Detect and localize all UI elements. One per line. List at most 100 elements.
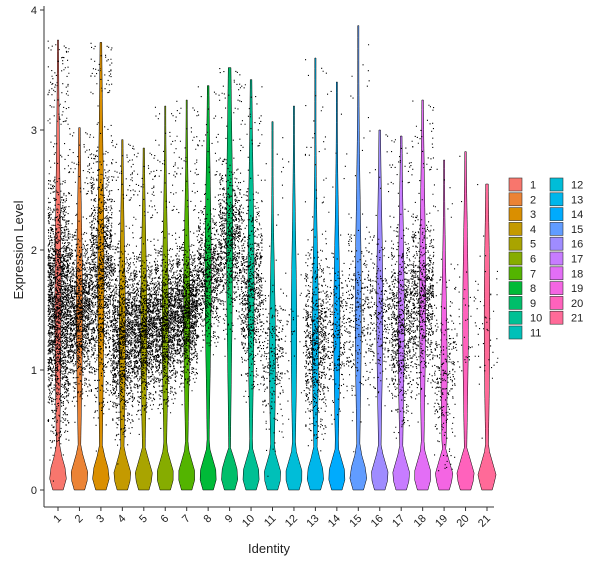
legend-label: 9: [530, 298, 536, 310]
legend-label: 4: [530, 224, 536, 236]
legend-label: 6: [530, 254, 536, 266]
x-tick-label: 21: [476, 513, 493, 530]
violin-shape-13: [306, 57, 324, 491]
violin-21: [476, 183, 499, 491]
legend-label: 1: [530, 180, 536, 192]
violin-10: [240, 79, 263, 491]
jitter-points-17: [390, 139, 413, 439]
legend-label: 2: [530, 194, 536, 206]
jitter-points-3: [90, 42, 113, 452]
x-axis-ticks: 1 2 3 4 5 6 7 8 9 10 11 12 13 14 15 16 17 18 19 20 21: [51, 507, 493, 530]
violin-shape-16: [371, 129, 389, 491]
legend-label: 10: [530, 313, 542, 325]
legend-swatch: [549, 207, 564, 221]
violin-shape-21: [477, 183, 497, 491]
violin-8: [197, 85, 220, 491]
x-tick-label: 10: [240, 513, 257, 530]
violin-5: [133, 147, 156, 491]
legend-label: 5: [530, 239, 536, 251]
x-tick-label: 1: [51, 513, 64, 526]
violin-11: [262, 121, 284, 491]
x-tick-label: 4: [116, 513, 129, 526]
x-tick-label: 12: [283, 513, 300, 530]
legend-swatch: [549, 222, 564, 236]
legend-swatch: [508, 177, 523, 192]
legend-swatch: [508, 192, 523, 207]
legend-label: 19: [571, 283, 583, 295]
legend-label: 8: [530, 283, 536, 295]
legend-label: 13: [571, 194, 583, 206]
violin-1: [47, 39, 70, 491]
violin-16: [369, 129, 392, 491]
legend-label: 17: [571, 254, 583, 266]
legend-swatch: [549, 266, 564, 281]
violin-shape-15: [349, 25, 367, 491]
legend-label: 12: [571, 180, 583, 192]
violin-shape-12: [285, 105, 303, 491]
legend-label: 7: [530, 268, 536, 280]
y-tick-label: 4: [31, 5, 37, 17]
violin-9: [219, 67, 242, 491]
legend-label: 15: [571, 224, 583, 236]
jitter-points-2: [69, 128, 91, 423]
axes: [43, 6, 494, 508]
violin-shape-4: [113, 139, 132, 491]
violin-shape-3: [92, 42, 110, 491]
violin-shape-10: [242, 79, 260, 491]
legend-swatch: [508, 222, 523, 236]
jitter-points-13: [304, 59, 327, 452]
legend-swatch: [508, 325, 523, 340]
x-tick-label: 20: [455, 513, 472, 530]
legend-swatch: [508, 251, 523, 266]
x-tick-label: 9: [223, 513, 236, 526]
legend-label: 11: [530, 328, 541, 340]
x-tick-label: 14: [326, 513, 343, 530]
x-tick-label: 5: [137, 513, 150, 526]
x-tick-label: 19: [433, 513, 450, 530]
x-tick-label: 7: [180, 513, 193, 526]
violin-13: [304, 57, 327, 491]
legend-swatch: [549, 296, 564, 310]
jitter-points-6: [154, 106, 177, 430]
x-tick-label: 11: [262, 513, 279, 530]
jitter-points-10: [240, 84, 263, 403]
y-axis-ticks: 0 1 2 3 4: [31, 5, 44, 497]
legend-label: 3: [530, 209, 536, 221]
y-axis-title: Expression Level: [11, 200, 26, 299]
legend-swatch: [508, 266, 523, 281]
violin-20: [455, 151, 477, 491]
legend-swatch: [549, 251, 564, 266]
violin-19: [433, 159, 456, 491]
x-tick-label: 2: [73, 513, 86, 526]
x-tick-label: 13: [304, 513, 321, 530]
x-tick-label: 3: [94, 513, 107, 526]
legend-label: 18: [571, 268, 583, 280]
violin-shape-11: [264, 121, 281, 491]
violin-3: [90, 42, 113, 491]
violin-6: [154, 105, 177, 491]
jitter-points-5: [133, 148, 156, 435]
violin-17: [390, 135, 413, 491]
violin-2: [69, 127, 91, 491]
legend-swatch: [549, 310, 564, 325]
violin-12: [284, 105, 306, 491]
violin-shape-14: [328, 81, 346, 491]
jitter-points-16: [369, 130, 392, 407]
legend-label: 20: [571, 298, 583, 310]
jitter-points-21: [476, 184, 499, 439]
x-tick-label: 16: [369, 513, 386, 530]
jitter-points-15: [347, 44, 370, 453]
jitter-points-18: [412, 100, 435, 423]
x-tick-label: 15: [347, 513, 364, 530]
x-axis-title: Identity: [248, 541, 290, 556]
jitter-points-9: [219, 68, 242, 357]
legend-label: 14: [571, 209, 583, 221]
jitter-points-1: [47, 40, 70, 482]
y-tick-label: 1: [31, 365, 37, 377]
jitter-points-14: [326, 90, 349, 425]
y-tick-label: 0: [31, 485, 37, 497]
x-tick-label: 6: [159, 513, 172, 526]
